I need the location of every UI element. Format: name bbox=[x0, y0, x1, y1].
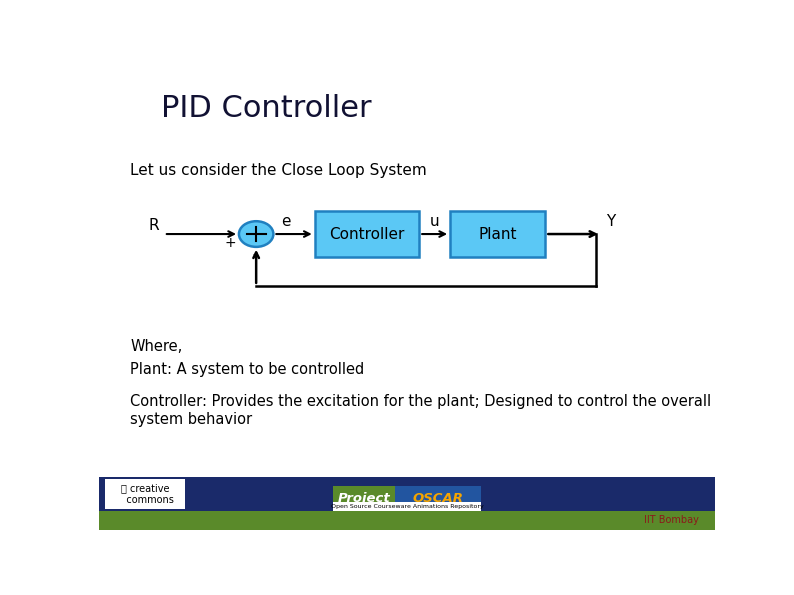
FancyBboxPatch shape bbox=[314, 211, 419, 257]
Text: Where,: Where, bbox=[130, 339, 183, 355]
Bar bbox=[106, 479, 185, 509]
Bar bbox=[99, 511, 715, 530]
Text: Controller: Controller bbox=[330, 227, 405, 242]
Text: Y: Y bbox=[606, 214, 615, 228]
Text: e: e bbox=[281, 214, 291, 228]
Text: ⓒ creative
   commons: ⓒ creative commons bbox=[117, 483, 174, 505]
Text: R: R bbox=[148, 218, 159, 233]
Text: OSCAR: OSCAR bbox=[412, 492, 464, 505]
Bar bbox=[333, 502, 480, 511]
Text: Project: Project bbox=[337, 492, 391, 505]
Text: -: - bbox=[252, 249, 257, 263]
Bar bbox=[333, 487, 395, 511]
Text: Controller: Provides the excitation for the plant; Designed to control the overa: Controller: Provides the excitation for … bbox=[130, 394, 711, 427]
Text: IIT Bombay: IIT Bombay bbox=[644, 515, 699, 525]
FancyBboxPatch shape bbox=[450, 211, 545, 257]
Text: +: + bbox=[224, 236, 236, 250]
Bar bbox=[395, 487, 480, 511]
Circle shape bbox=[239, 221, 273, 247]
Bar bbox=[99, 477, 715, 511]
Text: Plant: Plant bbox=[479, 227, 517, 242]
Text: Open Source Courseware Animations Repository: Open Source Courseware Animations Reposi… bbox=[330, 504, 484, 509]
Text: Let us consider the Close Loop System: Let us consider the Close Loop System bbox=[130, 163, 426, 178]
Text: Plant: A system to be controlled: Plant: A system to be controlled bbox=[130, 362, 364, 377]
Text: PID Controller: PID Controller bbox=[160, 94, 372, 123]
Text: u: u bbox=[430, 214, 439, 228]
